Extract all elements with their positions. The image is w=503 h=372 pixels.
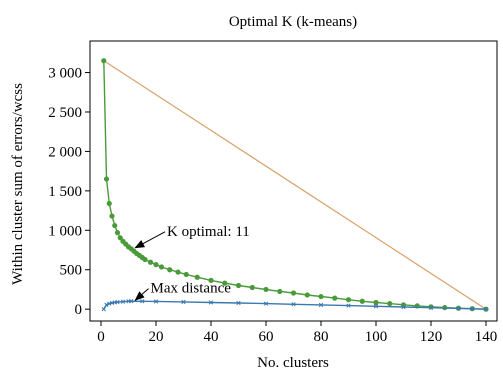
wcss-point <box>103 176 110 182</box>
distance-point <box>428 305 434 310</box>
x-tick-label: 20 <box>149 329 164 345</box>
y-tick-label: 2 000 <box>48 144 82 160</box>
x-tick-label: 140 <box>475 329 498 345</box>
y-tick-label: 1 500 <box>48 184 82 200</box>
y-axis-label: Within cluster sum of errors/wcss <box>10 83 26 285</box>
distance-point <box>346 303 351 308</box>
wcss-point <box>117 235 123 241</box>
distance-point <box>153 299 159 304</box>
wcss-point <box>158 264 165 270</box>
distance-point <box>115 299 120 305</box>
reference-line-layer <box>103 60 487 310</box>
x-tick-label: 100 <box>365 329 388 345</box>
x-tick-label: 80 <box>314 329 329 345</box>
wcss-point <box>109 213 115 219</box>
wcss-point <box>332 295 338 301</box>
wcss-point <box>263 286 269 293</box>
wcss-point <box>114 230 121 236</box>
wcss-point <box>208 277 214 283</box>
distance-point <box>236 300 241 306</box>
wcss-point <box>106 200 112 207</box>
x-axis-ticks: 0 20 40 60 80 100 120 140 <box>97 321 497 345</box>
distance-point <box>120 299 126 304</box>
wcss-point <box>194 274 200 280</box>
x-tick-label: 0 <box>97 329 105 345</box>
distance-point <box>208 300 214 305</box>
annotation-label: Max distance <box>151 281 232 297</box>
wcss-point <box>290 290 297 296</box>
distance-point <box>129 299 134 304</box>
wcss-point <box>345 297 352 303</box>
y-tick-label: 2 500 <box>48 105 82 121</box>
wcss-point <box>387 301 393 307</box>
x-tick-label: 60 <box>259 329 274 345</box>
distance-point <box>101 307 106 312</box>
distance-point <box>263 301 269 306</box>
distance-point <box>456 306 461 311</box>
wcss-point <box>147 259 154 265</box>
plot-area <box>89 40 498 322</box>
wcss-point <box>175 269 181 275</box>
distance-point <box>104 302 109 307</box>
wcss-point <box>235 282 242 289</box>
wcss-point <box>167 267 173 273</box>
distance-series <box>101 299 489 312</box>
wcss-series <box>101 58 489 312</box>
wcss-point <box>183 271 189 278</box>
annotation-label: K optimal: 11 <box>167 224 250 240</box>
annotations: K optimal: 11 Max distance <box>134 224 250 301</box>
wcss-point <box>428 304 434 310</box>
y-tick-label: 3 000 <box>48 66 82 82</box>
distance-point <box>291 302 296 307</box>
reference-line-line <box>103 60 487 310</box>
wcss-point <box>222 280 228 286</box>
x-tick-label: 40 <box>204 329 219 345</box>
distance-point <box>483 307 489 312</box>
y-tick-label: 500 <box>60 263 83 279</box>
plot-frame <box>89 40 498 322</box>
annotation-arrow <box>134 288 149 301</box>
wcss-point <box>112 222 118 229</box>
y-axis-ticks: 0 500 1 000 1 500 2 000 2 500 3 000 <box>48 66 90 318</box>
x-axis-label: No. clusters <box>257 355 329 371</box>
distance-point <box>181 299 186 305</box>
x-tick-label: 120 <box>420 329 443 345</box>
wcss-point <box>142 256 148 263</box>
wcss-point <box>359 298 365 304</box>
distance-point <box>401 304 406 310</box>
distance-point <box>470 306 475 311</box>
distance-point <box>318 302 324 308</box>
chart-title: Optimal K (k-means) <box>229 14 357 30</box>
wcss-point <box>249 284 255 291</box>
annotation-arrow <box>134 231 166 249</box>
wcss-point <box>318 293 324 300</box>
wcss-point <box>373 299 379 306</box>
y-tick-label: 0 <box>75 302 83 318</box>
wcss-point <box>101 58 107 64</box>
y-tick-label: 1 000 <box>48 223 82 239</box>
wcss-point <box>153 262 159 268</box>
distance-point <box>373 304 379 309</box>
wcss-point <box>277 288 283 295</box>
wcss-point <box>304 292 310 298</box>
